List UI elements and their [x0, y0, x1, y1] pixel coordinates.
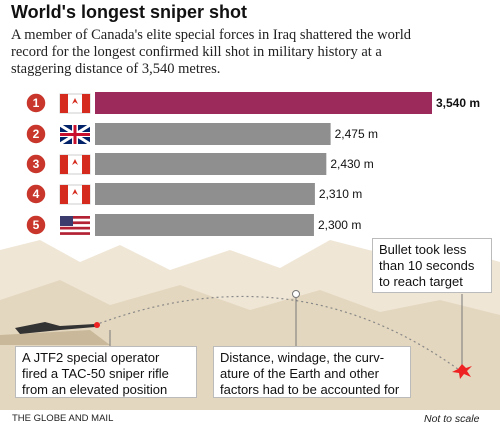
sniper [15, 322, 95, 334]
value-label: 3,540 m [436, 96, 480, 110]
text-line: factors had to be accounted for [220, 382, 400, 397]
muzzle-flash [94, 322, 100, 328]
chart-title: World's longest sniper shot [11, 2, 247, 22]
annotation: Distance, windage, the curv-ature of the… [213, 346, 411, 398]
text-line: fired a TAC-50 sniper rifle [22, 366, 169, 381]
text-line: Bullet took less [379, 242, 467, 257]
flag-usa [60, 216, 90, 235]
rank-label: 1 [33, 96, 40, 110]
text-line: Distance, windage, the curv- [220, 350, 385, 365]
rank-badge [25, 123, 47, 145]
rank-label: 4 [33, 187, 40, 201]
text-line: staggering distance of 3,540 metres. [11, 61, 221, 77]
value-label: 2,475 m [335, 127, 378, 141]
text-line: ature of the Earth and other [220, 366, 379, 381]
bar [95, 92, 432, 114]
bar [95, 183, 315, 205]
subtitle: A member of Canada's elite special force… [11, 27, 411, 78]
rank-badge [25, 214, 47, 236]
flag-canada [59, 184, 91, 205]
bar [95, 153, 327, 175]
rank-badge [25, 153, 47, 175]
text-line: A member of Canada's elite special force… [11, 27, 412, 43]
flags [59, 93, 91, 235]
source: THE GLOBE AND MAIL [12, 413, 114, 424]
value-label: 2,430 m [330, 157, 373, 171]
flag-canada [59, 154, 91, 175]
impact [452, 364, 472, 379]
text-line: to reach target [379, 274, 463, 289]
text-line: record for the longest confirmed kill sh… [11, 44, 382, 60]
rank-label: 3 [33, 157, 40, 171]
apex-marker [292, 290, 300, 298]
annotation: Bullet took less than 10 seconds to reach … [372, 238, 492, 293]
value-label: 2,310 m [319, 187, 362, 201]
text-line: A JTF2 special operator [22, 350, 160, 365]
rank-badge [25, 183, 47, 205]
rank-label: 2 [33, 127, 40, 141]
ledge [0, 330, 110, 345]
flag-canada [59, 93, 91, 114]
text-line: from an elevated position [22, 382, 168, 397]
rank-label: 5 [33, 218, 40, 232]
flag-uk [59, 123, 91, 146]
value-label: 2,300 m [318, 218, 361, 232]
bar [95, 214, 314, 236]
trajectory [94, 295, 463, 373]
annotation: A JTF2 special operator fired a TAC-50 sn… [15, 346, 197, 398]
note: Not to scale [424, 413, 480, 425]
bar [95, 123, 331, 145]
text-line: than 10 seconds [379, 258, 475, 273]
rank-badge [25, 92, 47, 114]
